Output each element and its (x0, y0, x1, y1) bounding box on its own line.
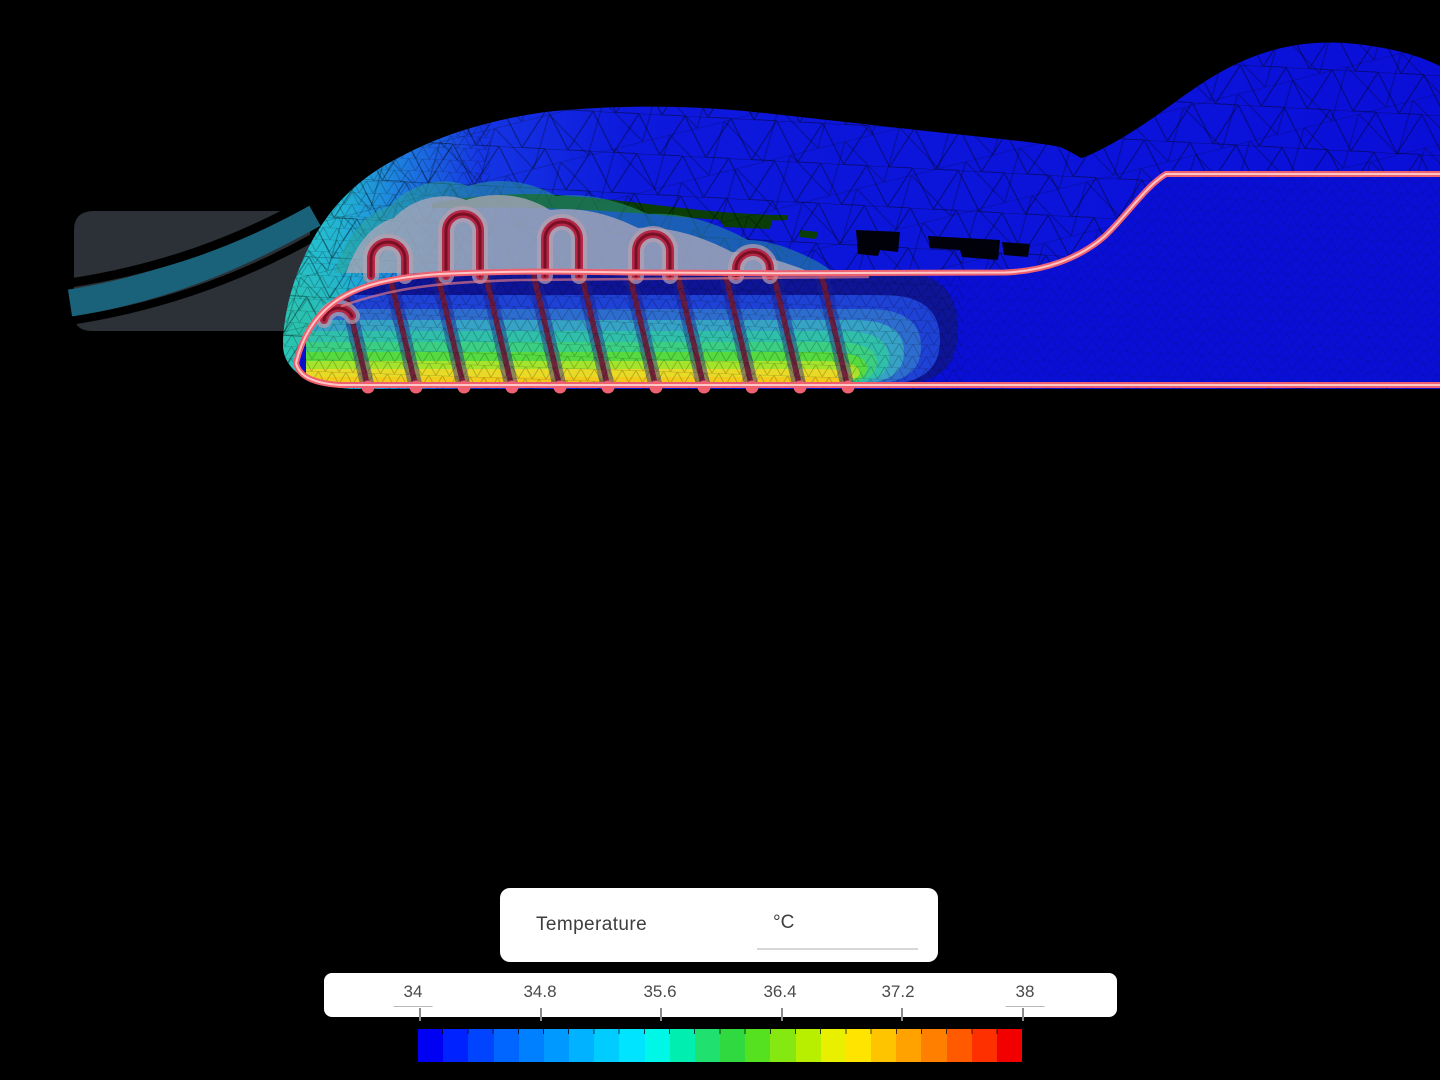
colorbar-segment (468, 1029, 494, 1062)
unit-label: °C (773, 912, 795, 933)
colorbar-tick (1022, 1008, 1024, 1021)
colorbar-segment (518, 1029, 544, 1062)
colorbar-segment (996, 1029, 1023, 1062)
colorbar-segment (619, 1029, 645, 1062)
colorbar-segment (569, 1029, 595, 1062)
colorbar-segment (720, 1029, 746, 1062)
colorbar-segment-notches (418, 1029, 1022, 1034)
3d-viewport[interactable] (0, 0, 1440, 880)
colorbar-tick-label: 37.2 (881, 982, 915, 1001)
colorbar-segment (820, 1029, 846, 1062)
colorbar-segment (443, 1029, 469, 1062)
legend-field-label: Temperature (536, 914, 648, 935)
colorbar-min-field[interactable]: 34 (393, 982, 433, 1007)
colorbar-segment (971, 1029, 997, 1062)
colorbar-segment (493, 1029, 519, 1062)
colorbar-tick-label: 35.6 (643, 982, 677, 1001)
shoe-sole-layers (67, 194, 321, 331)
colorbar-tick (660, 1008, 662, 1021)
colorbar-tick (540, 1008, 542, 1021)
colorbar-segment (921, 1029, 947, 1062)
cut-plane-contours (295, 174, 1440, 385)
colorbar-segment (845, 1029, 872, 1062)
colorbar-segment (644, 1029, 670, 1062)
unit-selector[interactable]: °C (757, 902, 918, 950)
colorbar-max-field[interactable]: 38 (1005, 982, 1045, 1007)
wire-pass-through-bumps (361, 380, 855, 394)
sole-gap-upper (69, 194, 317, 288)
colorbar-tick-label: 36.4 (763, 982, 797, 1001)
sole-teal-layer (67, 202, 321, 317)
colorbar-segment (770, 1029, 796, 1062)
sole-gap-lower (69, 232, 318, 325)
colorbar-segment (795, 1029, 821, 1062)
colorbar-segment (669, 1029, 695, 1062)
colorbar-segment (871, 1029, 897, 1062)
colorbar-segment (418, 1029, 444, 1062)
legend-box: Temperature °C (500, 888, 938, 962)
colorbar-segment (594, 1029, 620, 1062)
colorbar-tick (419, 1008, 421, 1021)
colorbar-tick (901, 1008, 903, 1021)
colorbar-tick-label: 34.8 (523, 982, 557, 1001)
colorbar-segment (946, 1029, 972, 1062)
colorbar-segment (745, 1029, 771, 1062)
colorbar-labels-box: 34 34.8 35.6 36.4 37.2 38 (324, 973, 1117, 1017)
colorbar-segment (896, 1029, 922, 1062)
colorbar-segment (694, 1029, 721, 1062)
colorbar-segment (543, 1029, 570, 1062)
colorbar-tick (781, 1008, 783, 1021)
section-outline (296, 174, 1440, 394)
colorbar-gradient (418, 1029, 1023, 1062)
